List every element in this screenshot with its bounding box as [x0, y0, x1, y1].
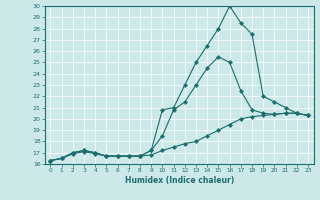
- X-axis label: Humidex (Indice chaleur): Humidex (Indice chaleur): [124, 176, 234, 185]
